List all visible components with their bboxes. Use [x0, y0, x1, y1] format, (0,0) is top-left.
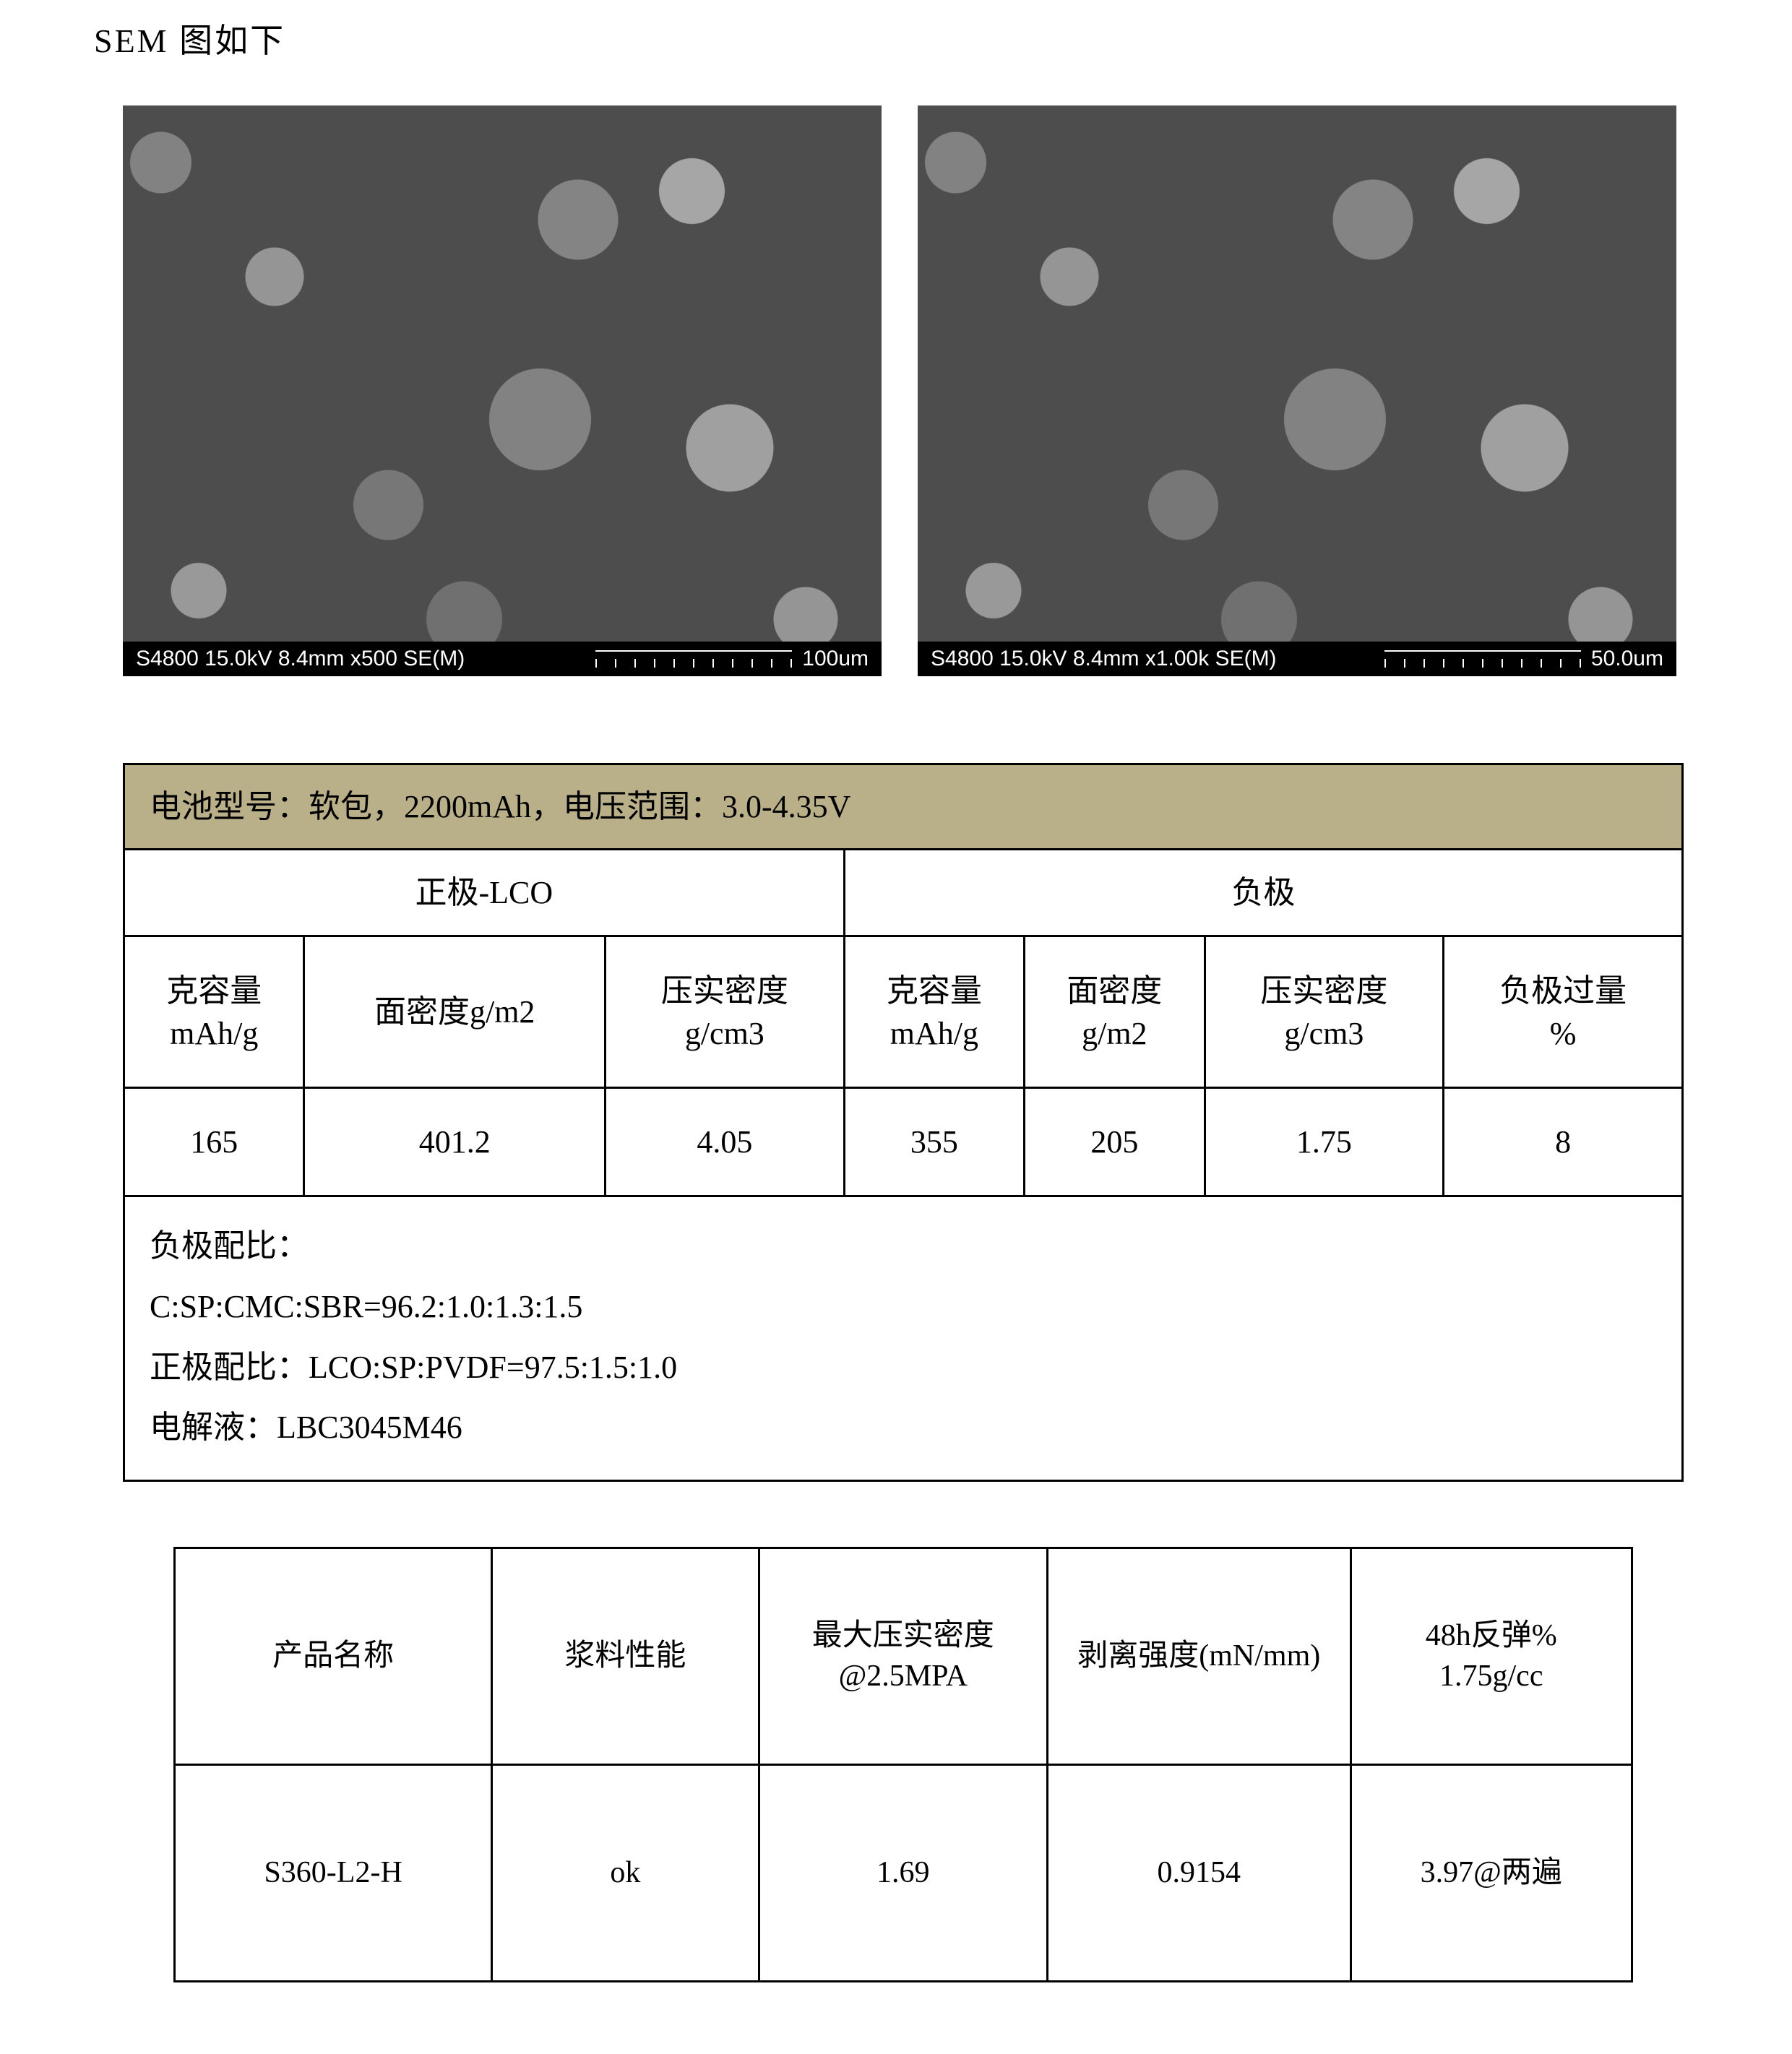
- perf-column-headers: 产品名称 浆料性能 最大压实密度@2.5MPA 剥离强度(mN/mm) 48h反…: [175, 1548, 1632, 1764]
- sem-texture: [123, 105, 882, 676]
- spec-values-row: 165 401.2 4.05 355 205 1.75 8: [124, 1088, 1683, 1196]
- ratio-line: 负极配比：: [150, 1216, 1657, 1277]
- sem-texture: [918, 105, 1676, 676]
- spec-col: 面密度g/m2: [1025, 936, 1205, 1088]
- spec-header: 电池型号：软包，2200mAh，电压范围：3.0-4.35V: [124, 764, 1683, 850]
- sem-image-row: S4800 15.0kV 8.4mm x500 SE(M) 100um S480…: [123, 105, 1698, 676]
- perf-col: 最大压实密度@2.5MPA: [759, 1548, 1048, 1764]
- document-page: SEM 图如下 S4800 15.0kV 8.4mm x500 SE(M) 10…: [0, 0, 1792, 2026]
- sem-image-right: S4800 15.0kV 8.4mm x1.00k SE(M) 50.0um: [918, 105, 1676, 676]
- spec-val: 401.2: [304, 1088, 606, 1196]
- perf-col: 48h反弹%1.75g/cc: [1351, 1548, 1632, 1764]
- spec-val: 8: [1444, 1088, 1683, 1196]
- spec-val: 165: [124, 1088, 304, 1196]
- sem-scale-value: 100um: [802, 647, 869, 671]
- spec-group-left: 正极-LCO: [124, 850, 845, 936]
- spec-table: 电池型号：软包，2200mAh，电压范围：3.0-4.35V 正极-LCO 负极…: [123, 763, 1684, 1482]
- spec-ratio-block: 负极配比： C:SP:CMC:SBR=96.2:1.0:1.3:1.5 正极配比…: [124, 1196, 1683, 1480]
- spec-val: 4.05: [605, 1088, 844, 1196]
- spec-col: 压实密度g/cm3: [1205, 936, 1444, 1088]
- sem-scale-ticks: [1384, 650, 1581, 668]
- perf-values-row: S360-L2-H ok 1.69 0.9154 3.97@两遍: [175, 1764, 1632, 1981]
- perf-val: 3.97@两遍: [1351, 1764, 1632, 1981]
- sem-info-bar-left: S4800 15.0kV 8.4mm x500 SE(M) 100um: [123, 642, 882, 676]
- perf-col: 剥离强度(mN/mm): [1048, 1548, 1351, 1764]
- ratio-line: 正极配比：LCO:SP:PVDF=97.5:1.5:1.0: [150, 1337, 1657, 1398]
- spec-col: 克容量mAh/g: [844, 936, 1024, 1088]
- perf-val: ok: [492, 1764, 759, 1981]
- perf-val: S360-L2-H: [175, 1764, 492, 1981]
- section-title: SEM 图如下: [94, 14, 1698, 62]
- sem-image-left: S4800 15.0kV 8.4mm x500 SE(M) 100um: [123, 105, 882, 676]
- spec-col: 压实密度g/cm3: [605, 936, 844, 1088]
- perf-val: 1.69: [759, 1764, 1048, 1981]
- spec-val: 1.75: [1205, 1088, 1444, 1196]
- sem-scale-ticks: [595, 650, 792, 668]
- spec-group-right: 负极: [844, 850, 1682, 936]
- sem-scale-value: 50.0um: [1591, 647, 1663, 671]
- perf-col: 浆料性能: [492, 1548, 759, 1764]
- perf-col: 产品名称: [175, 1548, 492, 1764]
- spec-column-headers: 克容量mAh/g 面密度g/m2 压实密度g/cm3 克容量mAh/g 面密度g…: [124, 936, 1683, 1088]
- sem-label: S4800 15.0kV 8.4mm x1.00k SE(M): [931, 647, 1277, 671]
- sem-scale: 50.0um: [1384, 647, 1663, 671]
- ratio-line: 电解液：LBC3045M46: [150, 1397, 1657, 1458]
- spec-val: 355: [844, 1088, 1024, 1196]
- sem-info-bar-right: S4800 15.0kV 8.4mm x1.00k SE(M) 50.0um: [918, 642, 1676, 676]
- spec-col: 面密度g/m2: [304, 936, 606, 1088]
- sem-label: S4800 15.0kV 8.4mm x500 SE(M): [136, 647, 465, 671]
- perf-val: 0.9154: [1048, 1764, 1351, 1981]
- ratio-line: C:SP:CMC:SBR=96.2:1.0:1.3:1.5: [150, 1277, 1657, 1337]
- sem-scale: 100um: [595, 647, 869, 671]
- spec-col: 负极过量%: [1444, 936, 1683, 1088]
- performance-table: 产品名称 浆料性能 最大压实密度@2.5MPA 剥离强度(mN/mm) 48h反…: [173, 1547, 1633, 1982]
- spec-val: 205: [1025, 1088, 1205, 1196]
- spec-col: 克容量mAh/g: [124, 936, 304, 1088]
